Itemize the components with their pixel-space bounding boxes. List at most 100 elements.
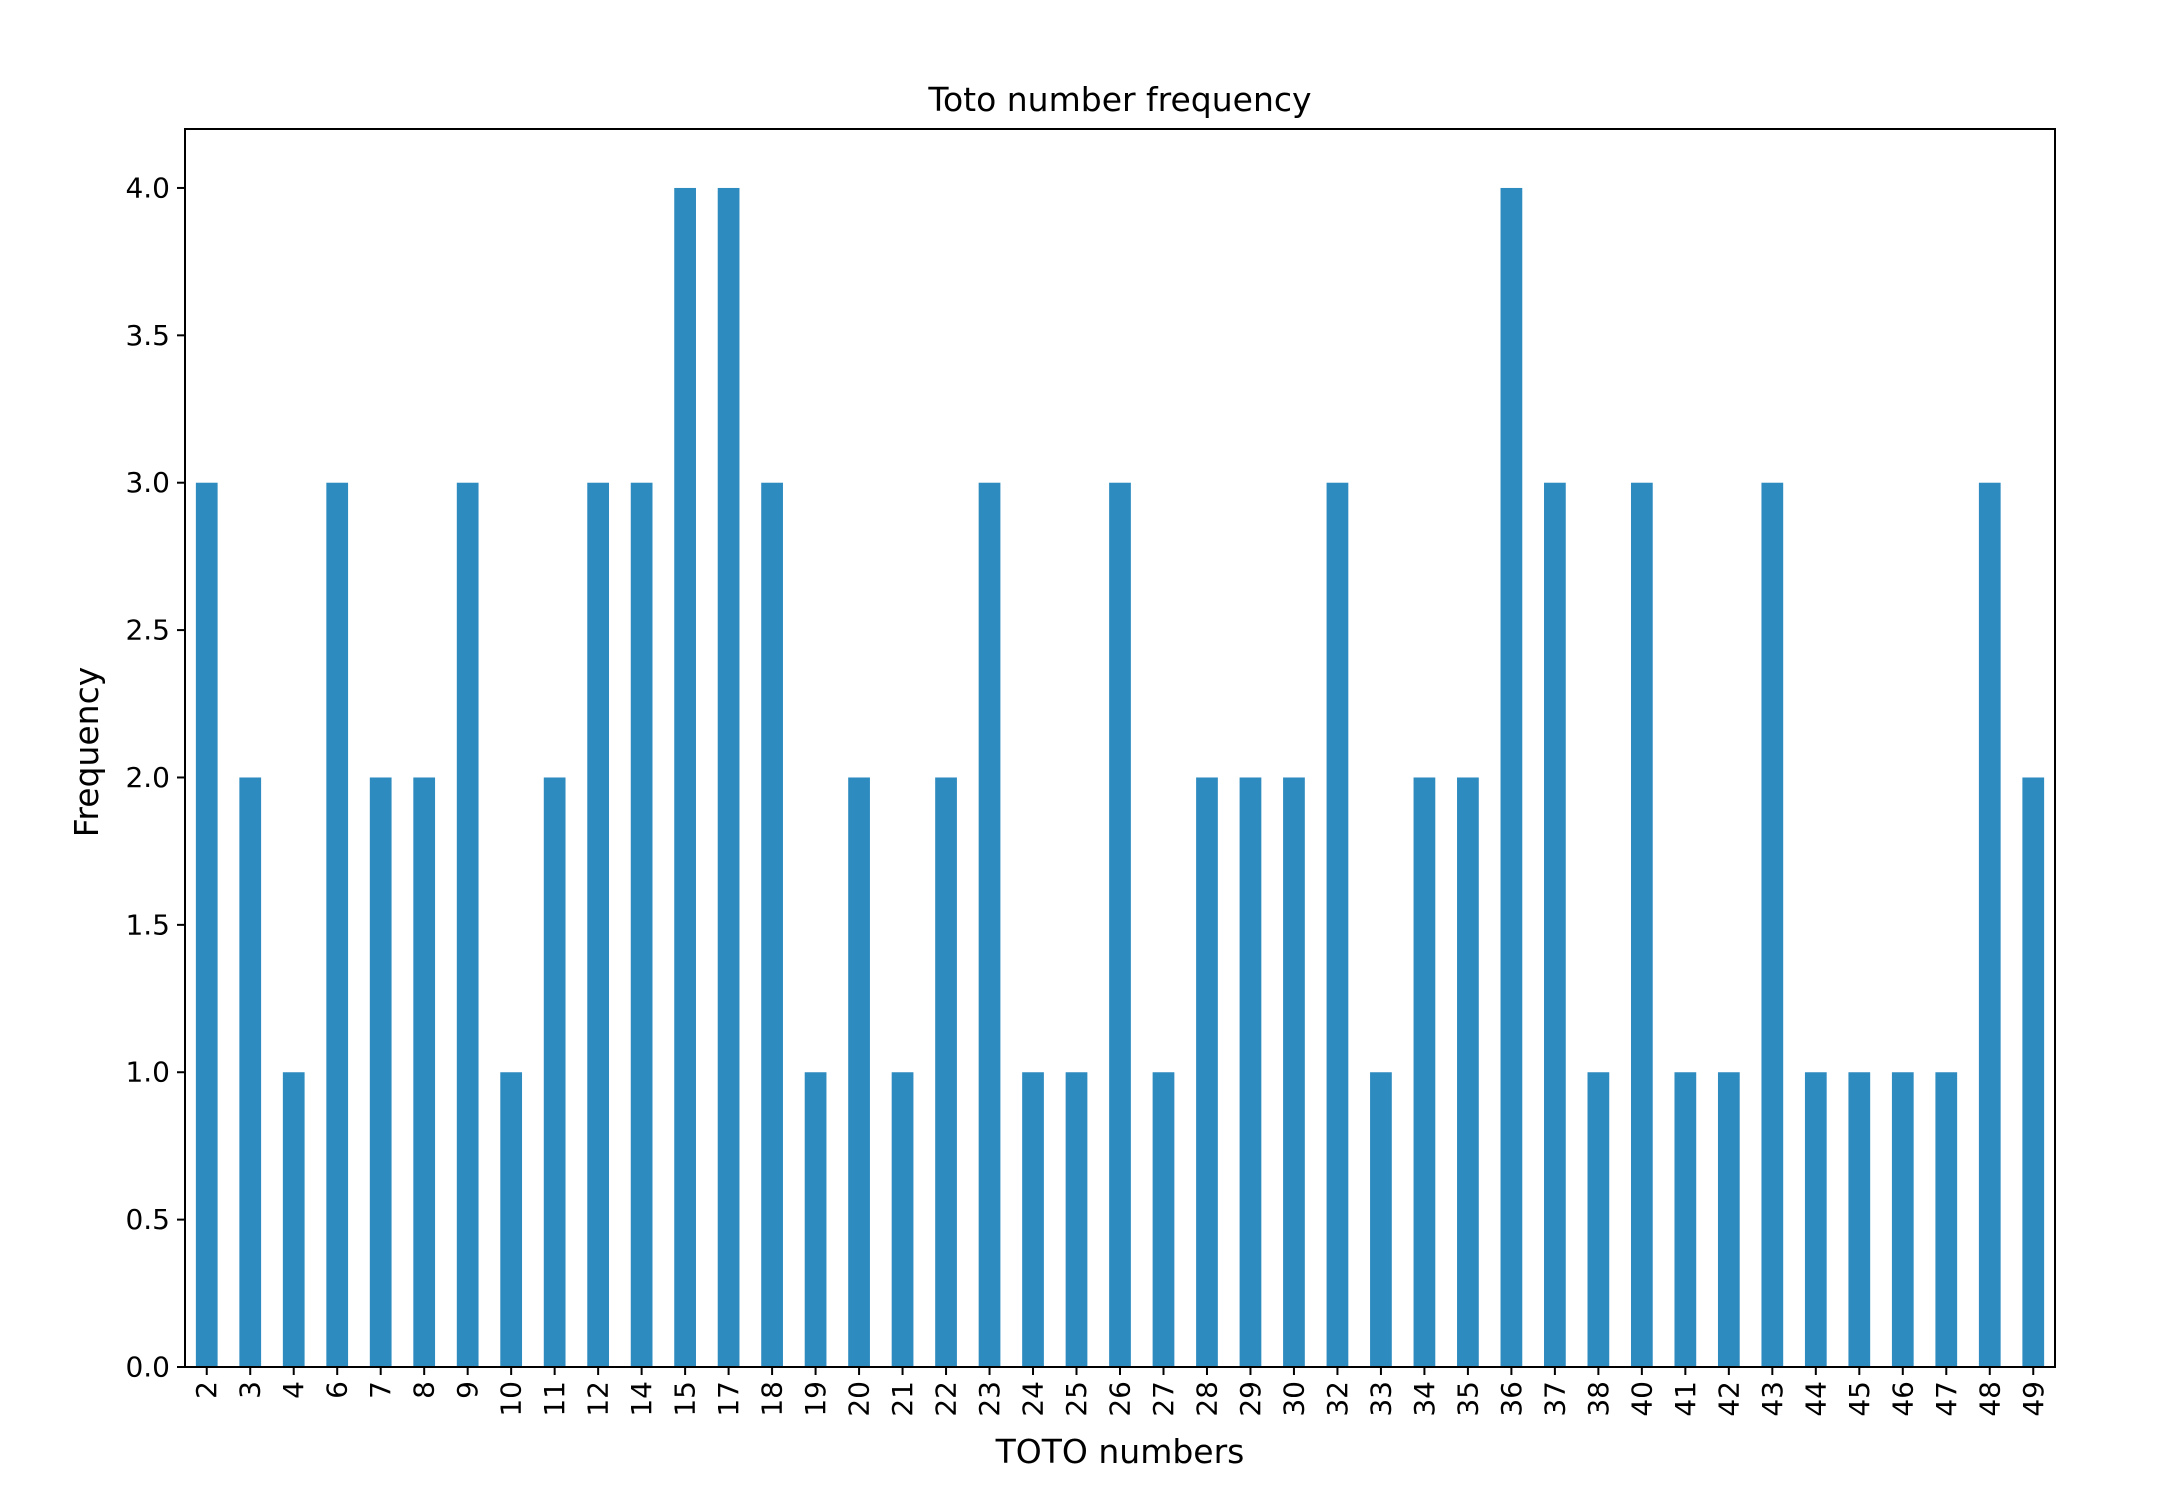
bar-19 — [804, 1072, 827, 1367]
x-tick-label-21: 21 — [886, 1381, 919, 1417]
x-tick-label-10: 10 — [495, 1381, 528, 1417]
x-tick-label-49: 49 — [2017, 1381, 2050, 1417]
x-tick-label-36: 36 — [1495, 1381, 1528, 1417]
x-tick-label-22: 22 — [930, 1381, 963, 1417]
y-axis: 0.0 0.5 1.0 1.5 2.0 2.5 3.0 3.5 4.0 — [125, 171, 185, 1384]
bar-4 — [282, 1072, 305, 1367]
bar-12 — [587, 482, 610, 1367]
bar-25 — [1065, 1072, 1088, 1367]
x-axis: 2 3 4 6 7 8 9 10 11 12 14 15 17 18 19 20 21 22 23 24 25 26 27 2… — [190, 1367, 2050, 1417]
bar-8 — [413, 777, 436, 1367]
x-tick-label-25: 25 — [1060, 1381, 1093, 1417]
x-tick-label-4: 4 — [277, 1381, 310, 1399]
x-tick-label-45: 45 — [1843, 1381, 1876, 1417]
bar-26 — [1109, 482, 1131, 1367]
bar-29 — [1239, 777, 1262, 1367]
bar-34 — [1413, 777, 1436, 1367]
bar-21 — [891, 1072, 914, 1367]
bar-20 — [848, 777, 870, 1367]
bar-35 — [1457, 777, 1479, 1367]
x-tick-label-34: 34 — [1408, 1381, 1441, 1417]
x-tick-label-46: 46 — [1886, 1381, 1919, 1417]
x-tick-label-23: 23 — [973, 1381, 1006, 1417]
bar-33 — [1370, 1072, 1392, 1367]
bar-27 — [1152, 1072, 1175, 1367]
bar-6 — [326, 482, 349, 1367]
bars-group — [195, 187, 2045, 1367]
x-tick-label-20: 20 — [843, 1381, 876, 1417]
bar-37 — [1544, 482, 1566, 1367]
bar-42 — [1717, 1072, 1740, 1367]
y-tick-label-2.5: 2.5 — [125, 614, 170, 647]
x-tick-label-24: 24 — [1017, 1381, 1050, 1417]
x-tick-label-14: 14 — [625, 1381, 658, 1417]
bar-3 — [239, 777, 262, 1367]
bar-23 — [978, 482, 1001, 1367]
x-tick-label-15: 15 — [669, 1381, 702, 1417]
x-tick-label-48: 48 — [1973, 1381, 2006, 1417]
bar-28 — [1196, 777, 1218, 1367]
bar-40 — [1630, 482, 1653, 1367]
x-tick-label-12: 12 — [582, 1381, 615, 1417]
x-tick-label-26: 26 — [1104, 1381, 1137, 1417]
bar-11 — [543, 777, 566, 1367]
x-tick-label-43: 43 — [1756, 1381, 1789, 1417]
chart-title: Toto number frequency — [927, 80, 1311, 119]
bar-49 — [2022, 777, 2045, 1367]
x-tick-label-32: 32 — [1321, 1381, 1354, 1417]
y-tick-label-2.0: 2.0 — [125, 761, 170, 794]
x-tick-label-27: 27 — [1147, 1381, 1180, 1417]
y-tick-label-3.5: 3.5 — [125, 319, 170, 352]
bar-24 — [1022, 1072, 1044, 1367]
x-tick-label-30: 30 — [1277, 1381, 1310, 1417]
plot-frame — [184, 128, 2056, 1368]
x-tick-label-47: 47 — [1930, 1381, 1963, 1417]
x-tick-label-35: 35 — [1451, 1381, 1484, 1417]
y-tick-label-0.0: 0.0 — [125, 1351, 170, 1384]
bar-36 — [1500, 187, 1523, 1367]
x-tick-label-44: 44 — [1799, 1381, 1832, 1417]
bar-14 — [630, 482, 653, 1367]
bar-7 — [369, 777, 392, 1367]
x-tick-label-3: 3 — [234, 1381, 267, 1399]
y-tick-label-3.0: 3.0 — [125, 466, 170, 499]
x-tick-label-11: 11 — [538, 1381, 571, 1417]
bar-15 — [674, 187, 696, 1367]
bar-10 — [500, 1072, 523, 1367]
bar-46 — [1891, 1072, 1914, 1367]
bar-48 — [1978, 482, 2001, 1367]
y-tick-label-1.5: 1.5 — [125, 908, 170, 941]
x-tick-label-29: 29 — [1234, 1381, 1267, 1417]
bar-43 — [1761, 482, 1784, 1367]
bar-32 — [1326, 482, 1349, 1367]
x-tick-label-28: 28 — [1190, 1381, 1223, 1417]
x-tick-label-6: 6 — [321, 1381, 354, 1399]
x-tick-label-42: 42 — [1712, 1381, 1745, 1417]
x-tick-label-17: 17 — [712, 1381, 745, 1417]
x-tick-label-9: 9 — [451, 1381, 484, 1399]
bar-2 — [195, 482, 218, 1367]
bar-38 — [1587, 1072, 1610, 1367]
x-tick-label-40: 40 — [1625, 1381, 1658, 1417]
bar-17 — [717, 187, 740, 1367]
y-tick-label-4.0: 4.0 — [125, 171, 170, 204]
x-tick-label-18: 18 — [756, 1381, 789, 1417]
x-tick-label-37: 37 — [1538, 1381, 1571, 1417]
x-tick-label-41: 41 — [1669, 1381, 1702, 1417]
x-tick-label-8: 8 — [408, 1381, 441, 1399]
bar-18 — [761, 482, 783, 1367]
x-tick-label-7: 7 — [364, 1381, 397, 1399]
bar-41 — [1674, 1072, 1697, 1367]
bar-47 — [1935, 1072, 1958, 1367]
x-tick-label-38: 38 — [1582, 1381, 1615, 1417]
y-tick-label-0.5: 0.5 — [125, 1203, 170, 1236]
x-tick-label-33: 33 — [1364, 1381, 1397, 1417]
y-axis-label: Frequency — [67, 667, 106, 837]
bar-44 — [1804, 1072, 1827, 1367]
y-tick-label-1.0: 1.0 — [125, 1056, 170, 1089]
bar-9 — [456, 482, 479, 1367]
x-tick-label-2: 2 — [190, 1381, 223, 1399]
x-axis-label: TOTO numbers — [995, 1432, 1245, 1471]
x-tick-label-19: 19 — [799, 1381, 832, 1417]
